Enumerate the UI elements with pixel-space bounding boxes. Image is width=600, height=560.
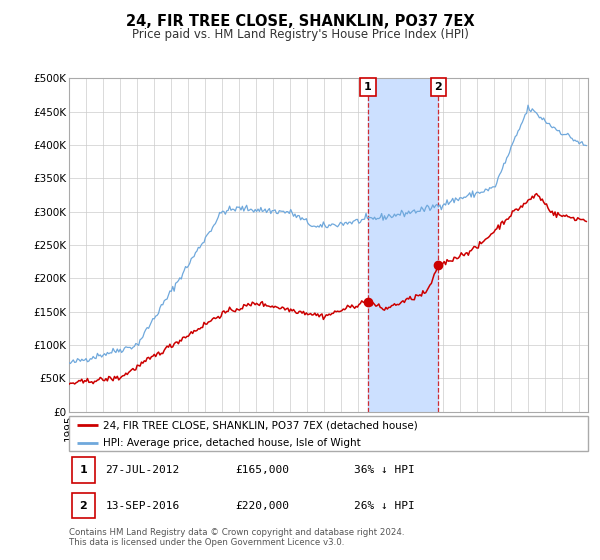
Text: 24, FIR TREE CLOSE, SHANKLIN, PO37 7EX (detached house): 24, FIR TREE CLOSE, SHANKLIN, PO37 7EX (… — [103, 421, 418, 431]
Text: 2: 2 — [434, 82, 442, 92]
Text: 13-SEP-2016: 13-SEP-2016 — [106, 501, 179, 511]
Text: 2: 2 — [79, 501, 87, 511]
Text: HPI: Average price, detached house, Isle of Wight: HPI: Average price, detached house, Isle… — [103, 438, 361, 448]
Text: 27-JUL-2012: 27-JUL-2012 — [106, 465, 179, 475]
Text: 26% ↓ HPI: 26% ↓ HPI — [355, 501, 415, 511]
Text: 1: 1 — [364, 82, 372, 92]
Text: 24, FIR TREE CLOSE, SHANKLIN, PO37 7EX: 24, FIR TREE CLOSE, SHANKLIN, PO37 7EX — [125, 14, 475, 29]
Text: 36% ↓ HPI: 36% ↓ HPI — [355, 465, 415, 475]
Bar — [368, 78, 439, 412]
FancyBboxPatch shape — [71, 457, 95, 483]
Text: £220,000: £220,000 — [235, 501, 289, 511]
Text: 1: 1 — [79, 465, 87, 475]
Text: Price paid vs. HM Land Registry's House Price Index (HPI): Price paid vs. HM Land Registry's House … — [131, 28, 469, 41]
FancyBboxPatch shape — [71, 493, 95, 519]
Text: £165,000: £165,000 — [235, 465, 289, 475]
FancyBboxPatch shape — [69, 416, 588, 451]
Text: Contains HM Land Registry data © Crown copyright and database right 2024.
This d: Contains HM Land Registry data © Crown c… — [69, 528, 404, 547]
